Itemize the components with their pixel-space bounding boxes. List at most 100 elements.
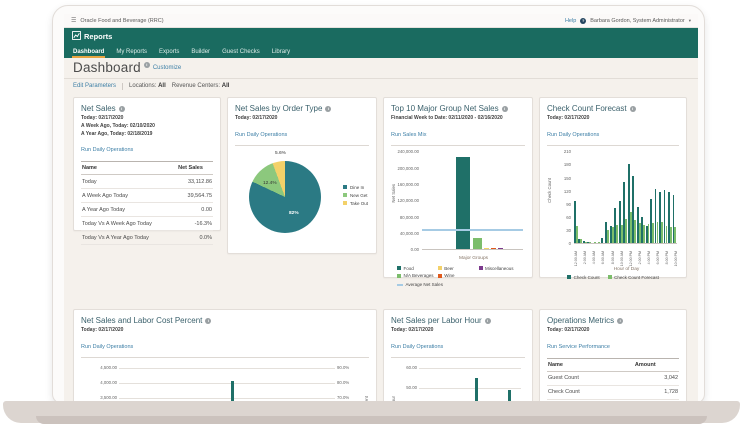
chart-divider (391, 144, 525, 146)
table-row: A Week Ago Today 39,564.75 (81, 188, 213, 204)
gridline (419, 367, 521, 369)
hour-tick-label: 8:00 PM (665, 250, 670, 265)
card-date: Today: 02/17/2020 (81, 327, 124, 333)
bar-beer (483, 247, 489, 249)
y-tick-label: 200,000.00 (397, 165, 419, 171)
card-title: Operations Metrics (547, 316, 615, 325)
check-count-bar (627, 163, 630, 243)
check-count-forecast-bar (674, 227, 677, 243)
check-count-forecast-bar (638, 223, 641, 243)
info-icon[interactable]: i (143, 62, 150, 68)
tab-guest-checks[interactable]: Guest Checks (222, 49, 260, 55)
check-count-forecast-bar (575, 226, 578, 243)
hour-tick-label: 4:00 PM (647, 250, 652, 265)
check-count-forecast-bar (643, 225, 646, 243)
table-row: Today Vs A Week Ago Today -16.3% (81, 216, 213, 232)
run-daily-operations-link[interactable]: Run Daily Operations (81, 147, 134, 154)
legend-label: N/A Beverages (403, 273, 434, 279)
x-axis-label: Major Groups (458, 255, 489, 261)
card-dates: Today: 02/17/2020 A Week Ago, Today: 02/… (81, 115, 155, 137)
card-top10-major-group-net-sales: Top 10 Major Group Net Sales i Financial… (383, 97, 533, 287)
check-count-bar (663, 190, 666, 243)
card-net-sales-per-labor-hour: Net Sales per Labor Hour i Today: 02/17/… (383, 309, 533, 402)
hour-tick-label: 6:00 PM (656, 250, 661, 265)
main-nav: Dashboard My Reports Exports Builder Gue… (72, 43, 690, 58)
right-tick-label: 90.0% (337, 365, 350, 371)
legend-label: Wine (444, 273, 455, 279)
hour-tick-label: 2:00 AM (583, 250, 588, 264)
right-tick-label: 80.0% (337, 380, 350, 386)
hour-tick-label: 2:00 PM (637, 250, 642, 265)
info-icon[interactable]: i (501, 105, 508, 112)
info-icon[interactable]: i (118, 105, 125, 112)
user-menu[interactable]: Barbara Gordon, System Administrator (590, 17, 685, 24)
check-count-bar (600, 238, 603, 243)
check-count-bar (605, 221, 608, 243)
run-sales-mix-link[interactable]: Run Sales Mix (391, 131, 427, 138)
y-tick-label: 160,000.00 (397, 181, 419, 187)
chart-divider (81, 356, 369, 358)
top10-legend-item: Food (397, 266, 436, 271)
info-icon[interactable]: i (205, 317, 212, 324)
card-net-sales-by-order-type: Net Sales by Order Type i Today: 02/17/2… (227, 97, 377, 254)
header-divider (64, 78, 698, 79)
card-date: Financial Week to Date: 02/11/2020 - 02/… (391, 115, 503, 121)
tab-dashboard[interactable]: Dashboard (72, 47, 106, 58)
top10-legend-item: Miscellaneous (478, 266, 526, 271)
tab-exports[interactable]: Exports (159, 49, 180, 55)
top10-legend: Food Beer Miscellaneous N/A Beverages Wine (397, 266, 526, 279)
y-tick-label: 120 (563, 188, 571, 194)
tab-library[interactable]: Library (271, 49, 291, 55)
check-count-forecast-bar (652, 223, 654, 243)
check-count-bar (623, 182, 626, 243)
run-daily-operations-link[interactable]: Run Daily Operations (81, 343, 134, 350)
help-icon[interactable]: ? (580, 17, 587, 24)
reports-icon (72, 31, 81, 42)
run-service-performance-link[interactable]: Run Service Performance (547, 343, 610, 350)
plot-area (421, 362, 519, 402)
chevron-down-icon[interactable]: ▾ (688, 17, 691, 23)
hamburger-menu-icon[interactable]: ☰ (71, 18, 77, 24)
locations-filter[interactable]: Locations: All (129, 83, 166, 89)
run-daily-operations-link[interactable]: Run Daily Operations (235, 131, 288, 138)
check-count-bar (659, 192, 661, 243)
edit-parameters-link[interactable]: Edit Parameters (73, 83, 117, 89)
bar-food (456, 156, 471, 249)
tab-my-reports[interactable]: My Reports (116, 49, 148, 55)
y-tick-label: 0 (568, 241, 571, 247)
pie-slice-label: 5.6% (275, 150, 286, 156)
plot-area (121, 362, 333, 402)
bar (231, 381, 235, 402)
customize-link[interactable]: Customize (152, 65, 182, 71)
check-count-bar-chart: Check Count 210 180 150 120 90 60 30 0 (547, 149, 679, 250)
plot-area (422, 152, 523, 250)
info-icon[interactable]: i (484, 317, 491, 324)
card-title: Top 10 Major Group Net Sales (391, 104, 499, 113)
run-daily-operations-link[interactable]: Run Daily Operations (547, 131, 600, 138)
card-date: Today: 02/17/2020 (391, 327, 434, 333)
legend-swatch (397, 273, 401, 278)
y-tick-label: 180 (563, 162, 571, 168)
info-icon[interactable]: i (629, 105, 636, 112)
check-count-bar (650, 198, 652, 243)
help-link[interactable]: Help (564, 17, 577, 24)
tab-builder[interactable]: Builder (191, 49, 211, 55)
top10-legend-item: N/A Beverages (397, 273, 436, 278)
revenue-centers-filter[interactable]: Revenue Centers: All (171, 83, 230, 89)
info-icon[interactable]: i (325, 105, 332, 112)
laptop-base-lip (36, 416, 707, 424)
run-daily-operations-link[interactable]: Run Daily Operations (391, 343, 444, 350)
check-count-bar (609, 226, 612, 243)
legend-label: Check Count Forecast (614, 274, 659, 280)
check-count-bar (632, 176, 635, 243)
left-tick-label: 3,500.00 (100, 395, 117, 401)
hour-tick-label: 8:00 AM (610, 250, 615, 264)
dashboard-content: Dashboard i Customize Edit Parameters Lo… (64, 58, 698, 402)
legend-swatch (437, 273, 442, 278)
legend-swatch (607, 275, 612, 280)
info-icon[interactable]: i (617, 317, 624, 324)
check-count-forecast-bar (611, 227, 614, 243)
y-tick-label: 150 (563, 175, 571, 181)
check-count-bar (636, 206, 639, 243)
